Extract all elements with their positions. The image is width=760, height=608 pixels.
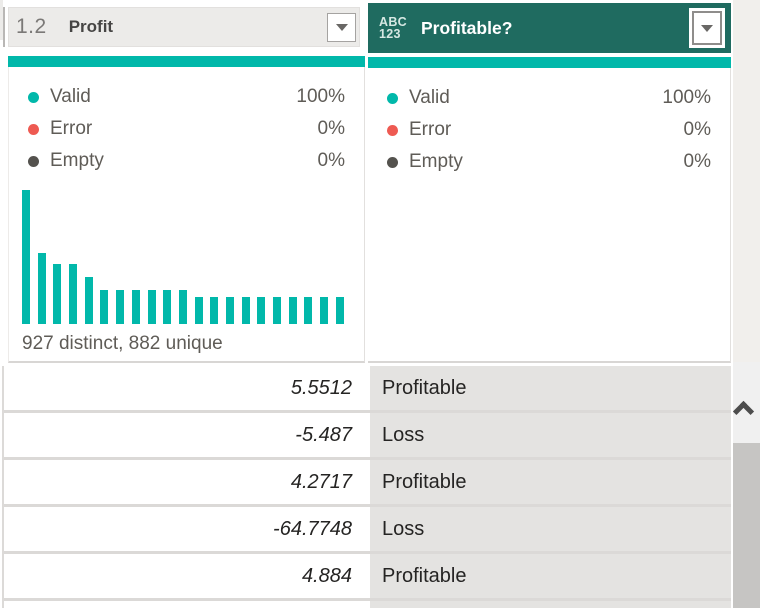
filter-dropdown-button[interactable] [692,11,722,45]
right-gutter [733,0,760,362]
valid-dot-icon [387,92,398,104]
profitable-cell[interactable]: Profitable [370,366,731,410]
profitable-cell[interactable]: Loss [370,507,731,551]
stat-label: Error [50,118,93,139]
any-type-icon: ABC 123 [379,15,407,41]
profitable-cell[interactable]: Loss [370,413,731,457]
stat-value: 0% [317,118,345,139]
histogram-bar[interactable] [69,264,78,324]
profitable-cell[interactable]: Profitable [370,554,731,598]
column-quality-bar [368,57,731,68]
stat-row-error: Error 0% [28,113,345,145]
column-title: Profit [68,17,114,36]
histogram-bar[interactable] [37,253,46,324]
chevron-down-icon [335,23,348,31]
table-row: 4.884 Profitable [4,554,731,601]
column-header-profitable[interactable]: ABC 123 Profitable? [368,3,731,53]
stat-label: Error [409,119,452,140]
table-row: -5.487 Loss [4,413,731,460]
column-stats-panel-profit: Valid 100% Error 0% Empty 0% 927 distinct, 88… [8,67,365,363]
histogram-bar[interactable] [273,297,281,324]
profit-cell[interactable]: 4.884 [4,554,366,598]
histogram-bar[interactable] [304,297,313,324]
stat-label: Empty [50,150,104,171]
stat-label: Empty [409,151,463,172]
histogram-bar[interactable] [131,290,140,324]
table-row: 4.2717 Profitable [4,460,731,507]
stat-row-valid: Valid 100% [387,82,711,114]
profit-cell[interactable]: -64.7748 [4,507,366,551]
column-stats-panel-profitable: Valid 100% Error 0% Empty 0% [368,68,731,363]
error-dot-icon [387,124,398,136]
stat-label: Valid [409,87,450,108]
histogram-bar[interactable] [288,297,297,324]
distinct-summary: 927 distinct, 882 unique [22,333,223,354]
table-row [4,601,731,608]
histogram-bar[interactable] [194,297,203,324]
profit-cell[interactable] [4,601,366,608]
histogram-bar[interactable] [100,290,109,324]
histogram-bar[interactable] [147,290,156,324]
scrollbar-up-button[interactable] [732,362,760,440]
histogram-bar[interactable] [116,290,125,324]
stat-value: 100% [296,86,345,107]
table-row: -64.7748 Loss [4,507,731,554]
histogram-bar[interactable] [163,290,172,324]
stat-row-valid: Valid 100% [28,81,345,113]
histogram-bar[interactable] [257,297,266,324]
profit-cell[interactable]: 4.2717 [4,460,366,504]
quality-stats: Valid 100% Error 0% Empty 0% [9,67,364,177]
empty-dot-icon [28,155,39,167]
error-dot-icon [28,123,39,135]
stat-value: 0% [683,151,711,172]
empty-dot-icon [387,156,398,168]
column-title: Profitable? [420,17,513,38]
chevron-up-icon [732,400,755,423]
histogram-bar[interactable] [22,190,30,324]
chevron-down-icon [701,24,713,32]
histogram-bar[interactable] [84,277,93,324]
value-distribution-histogram [22,190,344,324]
table-row: 5.5512 Profitable [4,366,731,413]
stat-row-empty: Empty 0% [387,146,711,178]
column-header-profit[interactable]: 1.2 Profit [8,7,360,47]
quality-stats: Valid 100% Error 0% Empty 0% [368,68,730,178]
stat-value: 0% [317,150,345,171]
histogram-bar[interactable] [178,290,187,324]
stat-label: Valid [50,86,91,107]
stat-row-empty: Empty 0% [28,145,345,177]
valid-dot-icon [28,91,39,103]
previous-column-edge [0,0,3,40]
histogram-bar[interactable] [335,297,344,324]
filter-dropdown-button[interactable] [327,12,356,42]
profit-cell[interactable]: 5.5512 [4,366,366,410]
previous-column-border [3,7,5,47]
histogram-bar[interactable] [241,297,250,324]
stat-value: 100% [662,87,711,108]
stat-row-error: Error 0% [387,114,711,146]
histogram-bar[interactable] [53,264,62,324]
vertical-scrollbar-thumb[interactable] [733,443,760,608]
data-rows: 5.5512 Profitable -5.487 Loss 4.2717 Profitab… [2,366,731,608]
histogram-bar[interactable] [225,297,234,324]
decimal-number-type-icon: 1.2 [16,15,47,38]
column-quality-bar [8,56,365,67]
profitable-cell[interactable] [370,601,731,608]
histogram-bar[interactable] [210,297,219,324]
profit-cell[interactable]: -5.487 [4,413,366,457]
histogram-bar[interactable] [320,297,329,324]
profitable-cell[interactable]: Profitable [370,460,731,504]
stat-value: 0% [683,119,711,140]
